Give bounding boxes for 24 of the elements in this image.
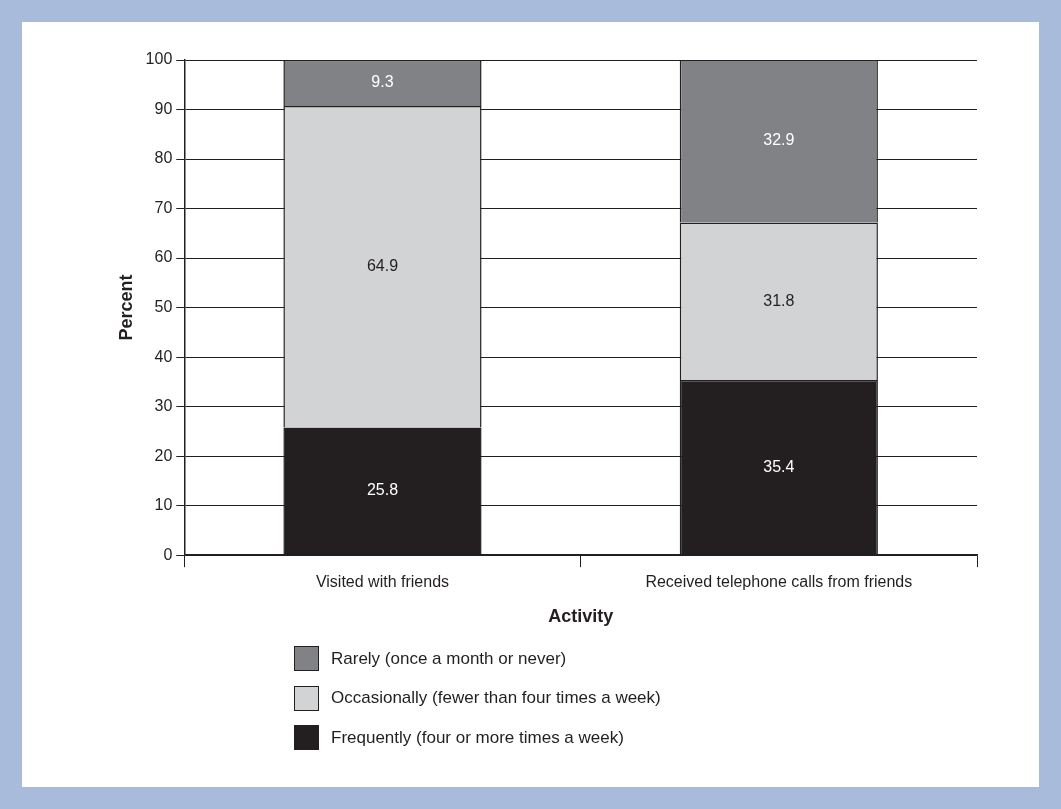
y-tick-label: 60 [154,248,173,266]
y-tick-label: 100 [145,50,173,68]
y-axis-title: Percent [115,274,136,341]
y-tick-label: 20 [154,446,173,464]
data-label: 25.8 [366,481,399,499]
y-tick-label: 70 [154,198,173,216]
x-tick-label: Visited with friends [315,573,450,591]
legend-label: Rarely (once a month or never) [331,648,567,669]
data-label: 32.9 [763,131,795,149]
data-label: 9.3 [371,73,394,91]
legend-label: Frequently (four or more times a week) [331,727,624,748]
data-label: 64.9 [366,257,399,275]
y-tick-label: 30 [154,397,173,415]
data-label: 31.8 [763,291,795,309]
x-axis-title: Activity [548,606,614,627]
y-tick-label: 50 [154,298,173,316]
y-tick-label: 90 [154,99,173,117]
legend-label: Occasionally (fewer than four times a week) [331,688,661,709]
x-tick-label: Received telephone calls from friends [645,573,913,591]
y-tick-label: 10 [154,496,173,514]
y-tick-label: 0 [163,545,173,563]
y-tick-label: 40 [154,347,173,365]
y-tick-label: 80 [154,149,173,167]
data-label: 35.4 [763,457,795,475]
